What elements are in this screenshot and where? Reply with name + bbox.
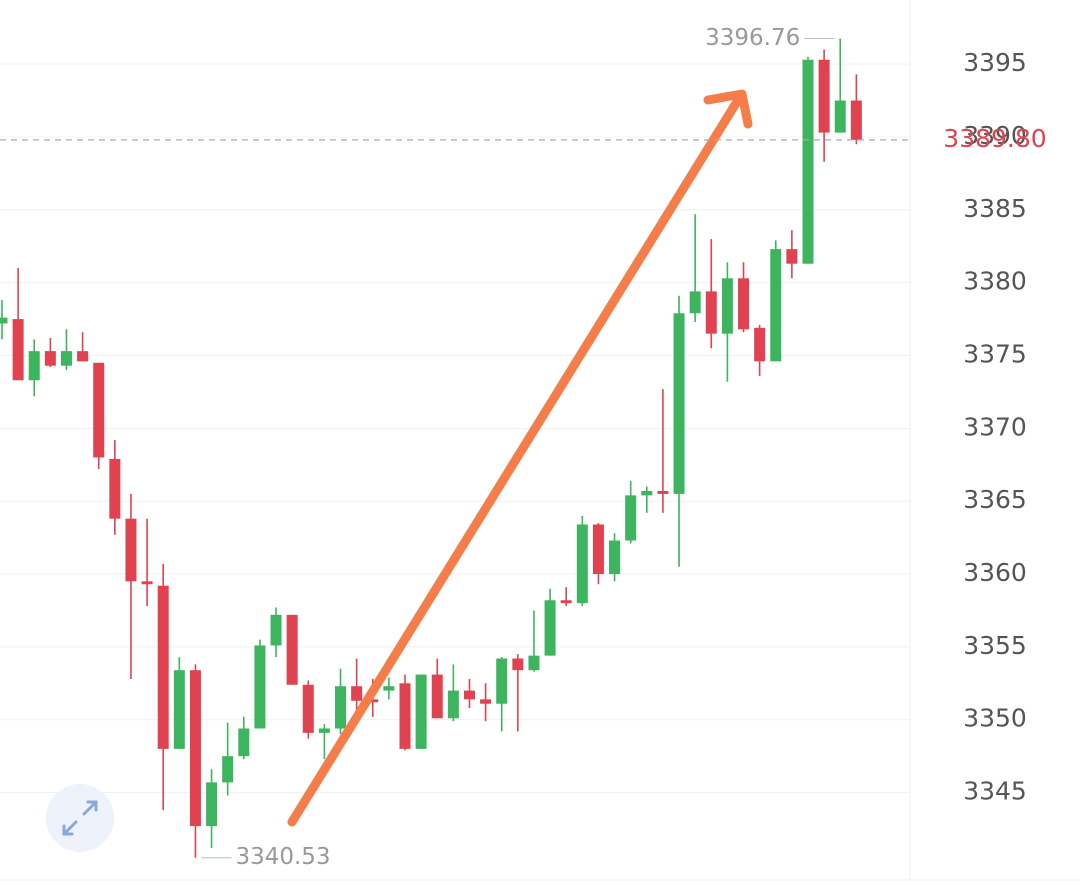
labels: 3345 3350 3355 3360 3365 3370 3375 3380 3385 3390… [0,25,1047,870]
y-tick-label: 3385 [963,194,1027,223]
candle-body [270,614,282,646]
candle-body [592,524,604,575]
y-tick-label: 3350 [963,704,1027,733]
candle-body [576,524,588,604]
candle-body [286,614,298,685]
candle-body [77,351,89,362]
candle-body [189,670,201,827]
y-tick-label: 3365 [963,485,1027,514]
candle-body [770,249,782,362]
candle-body [141,581,153,585]
candle-body [44,351,56,366]
grid [0,63,910,794]
y-tick-label: 3370 [963,412,1027,441]
candle-body [705,291,717,334]
candle-body [351,686,363,701]
candle-body [28,351,40,381]
candle-body [254,645,266,729]
candle-body [850,100,862,140]
candle-body [173,670,185,749]
candle-body [689,291,701,314]
candle-body [0,317,8,324]
trend-arrow [287,89,753,827]
candle-body [528,655,540,671]
candles [0,38,862,858]
candle-body [738,278,750,330]
min-label: 3340.53 [235,844,330,870]
candle-body [447,690,459,719]
candle-body [12,319,24,381]
candle-body [625,495,637,541]
y-tick-label: 3345 [963,777,1027,806]
candle-body [399,683,411,749]
candle-body [834,100,846,133]
candle-body [641,490,653,496]
candle-body [673,313,685,494]
candle-body [431,674,443,719]
candle-body [383,686,395,691]
candle-body [560,600,572,604]
candle-body [206,782,218,827]
candle-body [754,327,766,362]
candle-body [786,249,798,264]
y-tick-label: 3390 [963,121,1027,150]
y-tick-label: 3375 [963,339,1027,368]
y-tick-label: 3395 [963,48,1027,77]
candle-body [657,490,669,494]
candle-body [609,540,621,575]
candle-body [480,699,492,704]
candle-body [415,674,427,749]
candle-body [496,658,508,704]
candle-body [721,278,733,334]
candle-body [367,699,379,703]
candle-body [544,600,556,656]
candle-body [109,458,121,519]
candle-body [60,351,72,366]
candle-body [802,59,814,264]
candle-body [238,728,250,757]
candle-body [125,518,137,582]
max-label: 3396.76 [705,25,800,51]
candle-body [463,690,475,700]
y-tick-label: 3355 [963,631,1027,660]
candle-body [335,686,347,729]
expand-button[interactable] [46,784,114,852]
candle-body [157,585,169,749]
candle-body [318,728,330,733]
last-price-label: 3389.80 [943,124,1046,153]
candle-body [302,684,314,733]
candle-body [222,756,234,783]
y-tick-label: 3360 [963,558,1027,587]
y-tick-label: 3380 [963,267,1027,296]
candle-body [818,59,830,133]
candle-body [512,658,524,671]
candle-body [93,362,105,458]
